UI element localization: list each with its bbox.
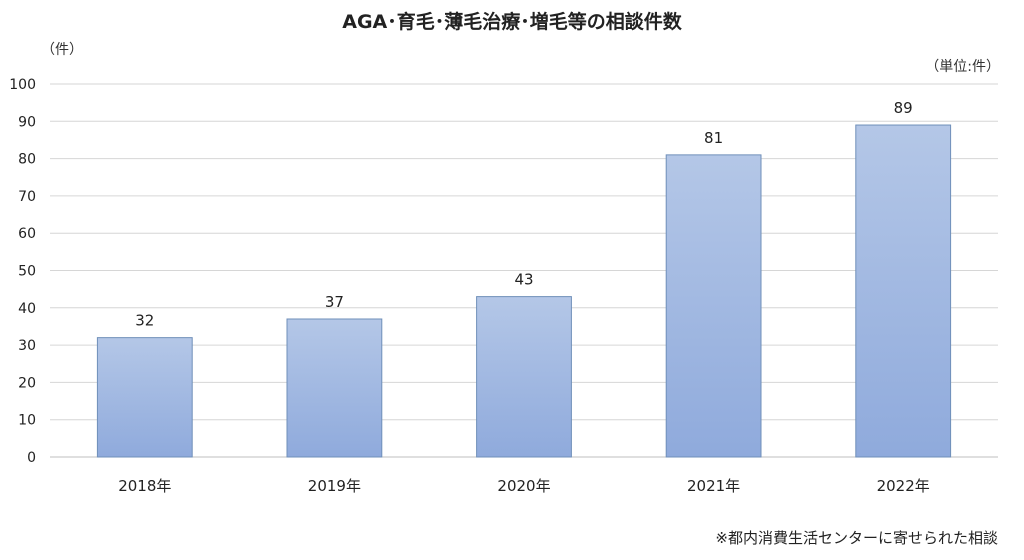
y-tick-label: 0 (27, 450, 36, 466)
bar-2018年 (96, 337, 193, 458)
data-label: 32 (135, 312, 154, 330)
x-tick-label: 2020年 (497, 477, 550, 495)
y-tick-label: 100 (9, 77, 36, 93)
y-tick-label: 20 (18, 375, 36, 391)
footnote: ※都内消費生活センターに寄せられた相談 (715, 529, 998, 547)
x-axis-labels: 2018年 2019年 2020年 2021年 2022年 (118, 477, 930, 495)
y-axis-ticks: 0 10 20 30 40 50 60 70 80 90 100 (9, 77, 36, 466)
y-tick-label: 40 (18, 301, 36, 317)
y-tick-label: 60 (18, 226, 36, 242)
data-label: 37 (325, 293, 344, 311)
y-tick-label: 30 (18, 338, 36, 354)
bar-2020年 (476, 296, 572, 458)
x-tick-label: 2019年 (308, 477, 361, 495)
bar-2019年 (286, 318, 383, 458)
bars (96, 124, 952, 458)
y-tick-label: 50 (18, 264, 36, 280)
y-axis-label: （件） (41, 42, 83, 58)
x-tick-label: 2021年 (687, 477, 740, 495)
y-tick-label: 90 (18, 114, 36, 130)
data-labels: 32 37 43 81 89 (135, 99, 912, 330)
bar-2021年 (665, 154, 762, 458)
chart-title: AGA･育毛･薄毛治療･増毛等の相談件数 (342, 10, 683, 33)
x-tick-label: 2022年 (877, 477, 930, 495)
bar-2022年 (855, 124, 952, 458)
data-label: 43 (514, 271, 533, 289)
y-tick-label: 70 (18, 189, 36, 205)
unit-label: （単位:件） (925, 59, 1000, 75)
data-label: 81 (704, 129, 723, 147)
y-tick-label: 10 (18, 413, 36, 429)
y-tick-label: 80 (18, 152, 36, 168)
data-label: 89 (894, 99, 913, 117)
x-tick-label: 2018年 (118, 477, 171, 495)
